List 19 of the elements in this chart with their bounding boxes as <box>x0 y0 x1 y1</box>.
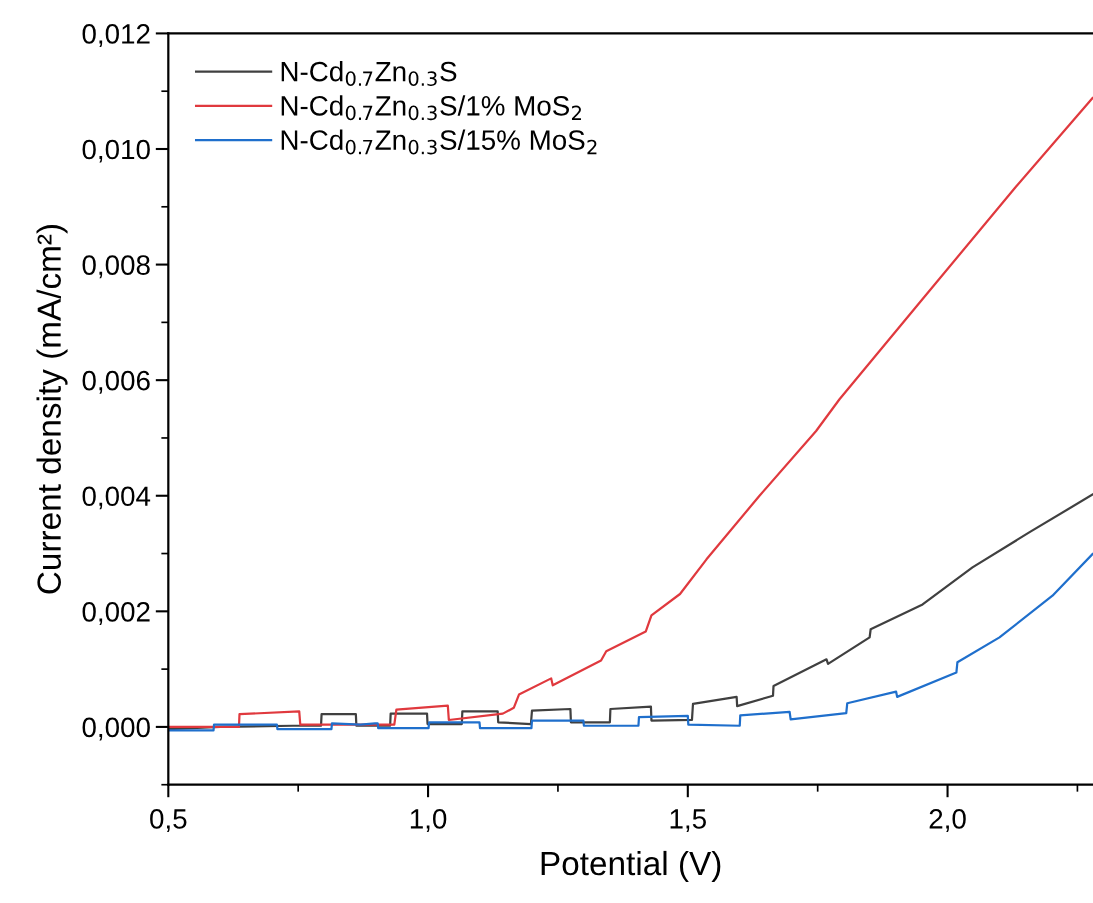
x-tick-label: 1,5 <box>670 809 706 832</box>
y-tick-label: 0,010 <box>82 139 150 163</box>
y-tick-label: 0,002 <box>82 602 150 625</box>
legend-label: N-Cd$_{0.7}$Zn$_{0.3}$S <box>281 61 457 87</box>
x-tick-label: 0,5 <box>150 809 187 832</box>
x-axis-title: Potential (V) <box>541 850 721 882</box>
y-tick-label: 0,012 <box>82 24 150 48</box>
y-tick-label: 0,000 <box>82 717 150 741</box>
y-tick-label: 0,004 <box>82 486 151 510</box>
legend-label: N-Cd$_{0.7}$Zn$_{0.3}$S/1% MoS$_{2}$ <box>281 95 581 121</box>
y-tick-label: 0,008 <box>82 255 150 279</box>
y-tick-label: 0,006 <box>82 370 150 394</box>
line-series <box>168 97 1093 729</box>
line-series <box>168 493 1093 731</box>
legend-label: N-Cd$_{0.7}$Zn$_{0.3}$S/15% MoS$_{2}$ <box>281 129 597 155</box>
x-tick-label: 1,0 <box>410 809 447 832</box>
line-series <box>168 553 1093 732</box>
x-tick-label: 2,0 <box>929 809 966 832</box>
y-axis-title: Current density (mA/cm²) <box>36 224 68 594</box>
